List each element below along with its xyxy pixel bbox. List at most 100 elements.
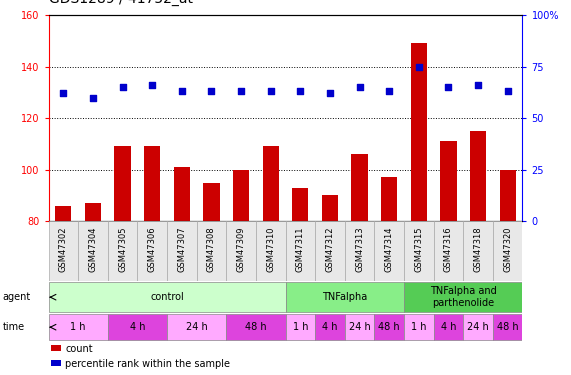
Bar (411, 44, 427, 221)
Text: 4 h: 4 h (322, 322, 337, 332)
Text: 48 h: 48 h (497, 322, 518, 332)
Point (207, 88, 216, 94)
Text: 4 h: 4 h (130, 322, 145, 332)
Point (236, 88, 246, 94)
Point (89, 94, 98, 100)
Text: GSM47312: GSM47312 (325, 226, 335, 272)
Bar (292, 188, 308, 221)
Bar (51, 360, 61, 366)
Text: 1 h: 1 h (292, 322, 308, 332)
Point (118, 84, 127, 90)
Bar (114, 147, 131, 221)
Text: GSM47316: GSM47316 (444, 226, 453, 272)
Text: percentile rank within the sample: percentile rank within the sample (65, 359, 230, 369)
Point (325, 90, 335, 96)
Bar (263, 147, 279, 221)
Bar (256, 221, 286, 281)
Point (503, 88, 512, 94)
Text: 48 h: 48 h (379, 322, 400, 332)
Bar (108, 221, 138, 281)
Point (355, 84, 364, 90)
Text: GSM47302: GSM47302 (59, 226, 68, 272)
Point (414, 63, 423, 70)
Text: 24 h: 24 h (186, 322, 207, 332)
Text: time: time (3, 322, 25, 332)
Bar (226, 314, 286, 340)
Bar (440, 141, 457, 221)
Bar (470, 131, 486, 221)
Bar (51, 345, 61, 351)
Bar (167, 314, 226, 340)
Text: GSM47304: GSM47304 (89, 226, 98, 272)
Bar (433, 221, 463, 281)
Bar (144, 147, 160, 221)
Point (444, 84, 453, 90)
Text: TNFalpha: TNFalpha (322, 292, 367, 302)
Point (177, 88, 186, 94)
Bar (85, 203, 101, 221)
Bar (404, 221, 433, 281)
Bar (174, 167, 190, 221)
Bar (463, 314, 493, 340)
Bar (315, 221, 345, 281)
Bar (286, 221, 315, 281)
Text: 1 h: 1 h (70, 322, 86, 332)
Bar (226, 221, 256, 281)
Text: 48 h: 48 h (245, 322, 267, 332)
Bar (375, 314, 404, 340)
Bar (345, 314, 375, 340)
Bar (108, 314, 167, 340)
Text: GSM47307: GSM47307 (178, 226, 186, 272)
Text: GSM47305: GSM47305 (118, 226, 127, 272)
Point (473, 82, 482, 88)
Point (59, 90, 68, 96)
Bar (167, 221, 196, 281)
Text: 24 h: 24 h (467, 322, 489, 332)
Bar (49, 282, 286, 312)
Text: GSM47315: GSM47315 (415, 226, 423, 272)
Bar (286, 314, 315, 340)
Bar (493, 221, 522, 281)
Text: GSM47310: GSM47310 (266, 226, 275, 272)
Bar (233, 170, 249, 221)
Text: GSM47309: GSM47309 (236, 226, 246, 272)
Text: GSM47308: GSM47308 (207, 226, 216, 272)
Text: agent: agent (3, 292, 31, 302)
Bar (49, 314, 108, 340)
Bar (404, 282, 522, 312)
Text: GSM47306: GSM47306 (148, 226, 156, 272)
Bar (138, 221, 167, 281)
Bar (286, 282, 404, 312)
Bar (493, 314, 522, 340)
Text: GSM47318: GSM47318 (473, 226, 482, 272)
Text: 1 h: 1 h (411, 322, 427, 332)
Text: 24 h: 24 h (349, 322, 371, 332)
Text: GSM47320: GSM47320 (503, 226, 512, 272)
Text: GSM47313: GSM47313 (355, 226, 364, 272)
Bar (78, 221, 108, 281)
Bar (404, 314, 433, 340)
Text: 4 h: 4 h (441, 322, 456, 332)
Bar (433, 314, 463, 340)
Bar (315, 314, 345, 340)
Text: TNFalpha and
parthenolide: TNFalpha and parthenolide (430, 286, 497, 308)
Bar (345, 221, 375, 281)
Bar (375, 221, 404, 281)
Point (296, 88, 305, 94)
Bar (203, 183, 220, 221)
Bar (463, 221, 493, 281)
Text: GSM47314: GSM47314 (385, 226, 393, 272)
Bar (322, 195, 338, 221)
Bar (351, 154, 368, 221)
Point (148, 82, 157, 88)
Point (385, 88, 394, 94)
Bar (49, 221, 78, 281)
Bar (55, 206, 71, 221)
Point (266, 88, 275, 94)
Bar (500, 170, 516, 221)
Text: count: count (65, 344, 93, 354)
Bar (196, 221, 226, 281)
Bar (381, 177, 397, 221)
Text: control: control (150, 292, 184, 302)
Text: GDS1289 / 41752_at: GDS1289 / 41752_at (49, 0, 192, 6)
